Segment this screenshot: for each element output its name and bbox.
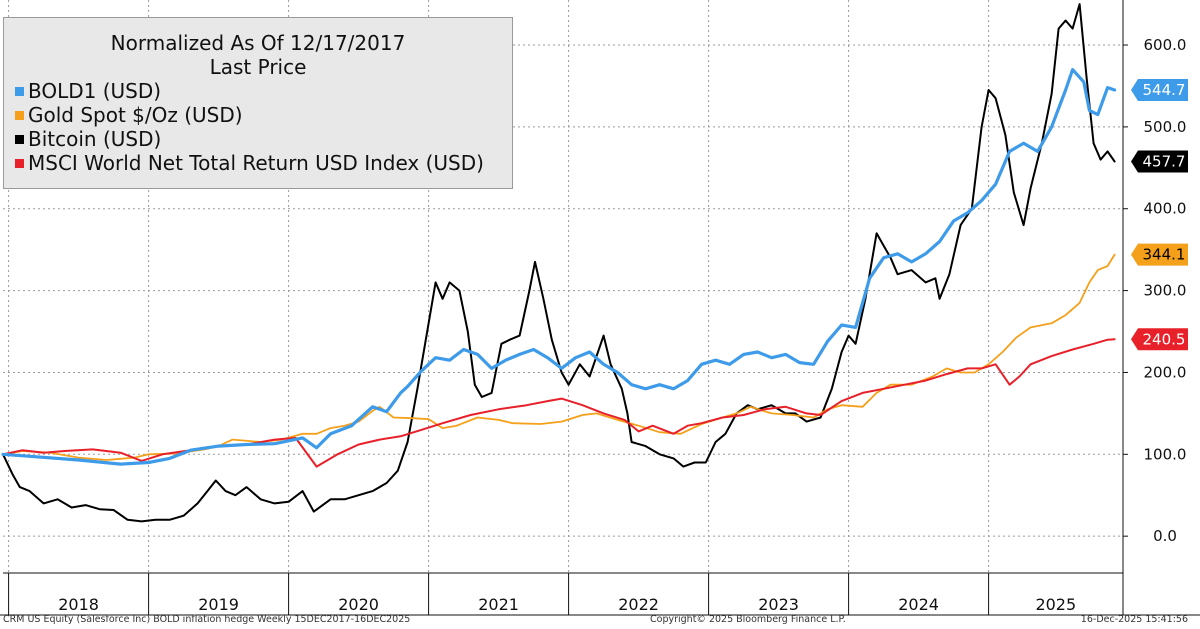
x-tick-label: 2023 [758,595,799,614]
legend-swatch-gold [15,111,24,120]
series-line-bold1 [1,68,1117,466]
y-tick-label: 300.0 [1144,282,1187,300]
end-value-labels: 544.7 344.1 457.7 240.5 [1131,79,1188,351]
legend-swatch-msci [15,159,24,168]
end-value-text: 240.5 [1143,330,1186,348]
end-value-label-bitcoin: 457.7 [1131,150,1188,173]
x-tick-label: 2024 [898,595,939,614]
end-value-text: 544.7 [1143,81,1186,99]
series-lines [1,3,1117,523]
end-value-tag [1131,150,1188,173]
series-line-gold [2,253,1116,461]
legend-subtitle: Last Price [209,55,307,79]
footer-source: CRM US Equity (Salesforce Inc) BOLD infl… [3,614,411,625]
legend-title: Normalized As Of 12/17/2017 [110,31,406,55]
y-tick-label: 0.0 [1153,527,1177,545]
legend-label-bold1: BOLD1 (USD) [28,79,162,103]
legend-item-gold: Gold Spot $/Oz (USD) [4,103,512,127]
x-tick-label: 2022 [618,595,659,614]
x-tick-label: 2025 [1035,595,1076,614]
legend-label-bitcoin: Bitcoin (USD) [28,127,162,151]
legend-swatch-bitcoin [15,135,24,144]
x-tick-label: 2020 [338,595,379,614]
end-value-tag [1131,243,1188,266]
y-tick-label: 200.0 [1144,363,1187,381]
end-value-label-gold: 344.1 [1131,243,1188,266]
x-tick-label: 2018 [58,595,99,614]
end-value-text: 457.7 [1143,153,1186,171]
y-tick-label: 600.0 [1144,36,1187,54]
x-tick-label: 2021 [478,595,519,614]
legend-label-gold: Gold Spot $/Oz (USD) [28,103,243,127]
legend-label-msci: MSCI World Net Total Return USD Index (U… [28,151,484,175]
axes: 0.0 100.0 200.0 300.0 400.0 500.0 600.0 2018 201… [0,0,1200,616]
end-value-tag [1131,79,1188,102]
legend-item-bold1: BOLD1 (USD) [4,79,512,103]
legend-swatch-bold1 [15,87,24,96]
footer-copyright: Copyright© 2025 Bloomberg Finance L.P. [650,614,846,625]
y-tick-label: 400.0 [1144,200,1187,218]
end-value-label-msci: 240.5 [1131,328,1188,351]
end-value-tag [1131,328,1188,351]
end-value-label-bold1: 544.7 [1131,79,1188,102]
end-value-text: 344.1 [1143,246,1186,264]
y-tick-label: 100.0 [1144,445,1187,463]
y-tick-label: 500.0 [1144,118,1187,136]
footer-timestamp: 16-Dec-2025 15:41:56 [1080,614,1188,625]
legend-item-bitcoin: Bitcoin (USD) [4,127,512,151]
series-line-msci [2,338,1116,468]
legend-item-msci: MSCI World Net Total Return USD Index (U… [4,151,512,175]
legend: Normalized As Of 12/17/2017 Last Price B… [3,17,513,189]
x-tick-label: 2019 [198,595,239,614]
